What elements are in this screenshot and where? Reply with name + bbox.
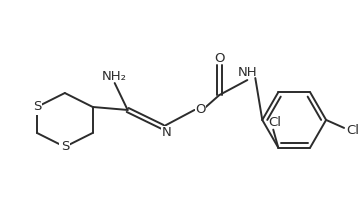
Text: Cl: Cl: [347, 125, 360, 138]
Text: S: S: [60, 140, 69, 153]
Text: Cl: Cl: [269, 116, 282, 129]
Text: O: O: [214, 52, 225, 65]
Text: N: N: [162, 126, 171, 139]
Text: O: O: [195, 103, 206, 116]
Text: S: S: [33, 100, 41, 113]
Text: NH: NH: [238, 66, 257, 79]
Text: NH₂: NH₂: [102, 70, 127, 83]
